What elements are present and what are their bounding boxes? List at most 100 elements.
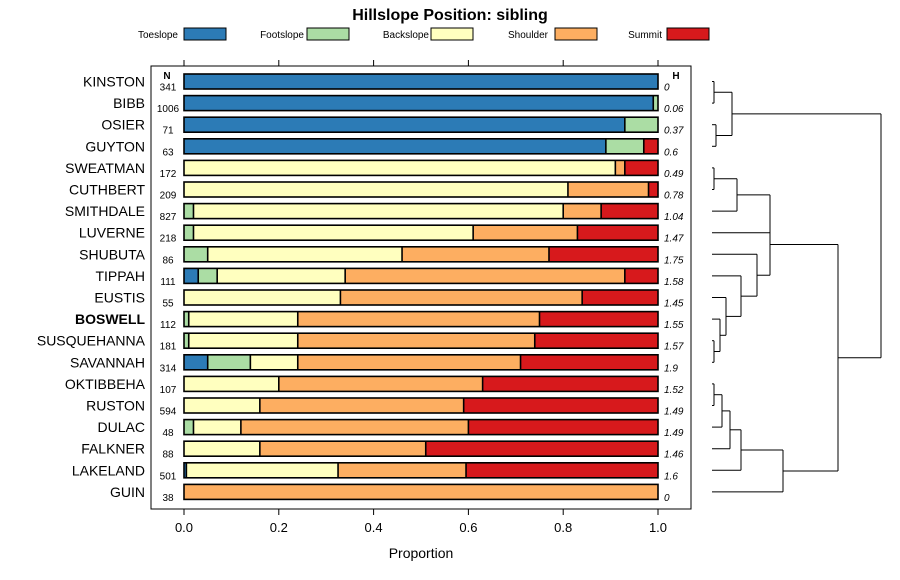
bar-segment-shoulder — [240, 419, 469, 435]
bar-segment-shoulder — [615, 160, 625, 176]
row-h-entropy: 1.49 — [664, 407, 684, 418]
bar-segment-backslope — [217, 268, 346, 284]
bar-segment-toeslope — [184, 268, 199, 284]
bar-outline — [183, 224, 659, 241]
row-osier: OSIER 71 0.37 — [101, 116, 684, 137]
row-label: SUSQUEHANNA — [37, 333, 146, 349]
row-label: SWEATMAN — [65, 160, 145, 176]
row-h-entropy: 1.52 — [664, 385, 684, 396]
legend-label-backslope: Backslope — [383, 30, 430, 41]
bar-segment-shoulder — [563, 203, 602, 219]
row-n-count: 88 — [162, 450, 174, 461]
row-kinston: KINSTON 341 0 — [83, 73, 670, 94]
row-lakeland: LAKELAND 501 1.6 — [72, 461, 678, 482]
bar-segment-footslope — [207, 354, 251, 370]
x-tick-label: 0.2 — [270, 520, 288, 535]
bar-outline — [183, 73, 659, 90]
row-n-count: 314 — [160, 363, 177, 374]
bar-outline — [183, 116, 659, 133]
row-boswell: BOSWELL 112 1.55 — [75, 310, 684, 331]
bar-segment-footslope — [184, 246, 208, 262]
bar-outline — [183, 418, 659, 436]
bar-segment-shoulder — [184, 484, 658, 500]
row-label: TIPPAH — [95, 268, 145, 284]
row-h-entropy: 0.06 — [664, 104, 684, 115]
row-guin: GUIN 38 0 — [110, 483, 670, 504]
row-label: BOSWELL — [75, 311, 145, 327]
bar-segment-summit — [482, 376, 658, 392]
row-n-count: 86 — [162, 255, 174, 266]
n-column-header: N — [163, 71, 170, 82]
plot-frame — [150, 65, 692, 510]
row-label: OSIER — [101, 117, 145, 133]
row-n-count: 341 — [160, 83, 177, 94]
row-n-count: 63 — [162, 147, 174, 158]
row-label: LAKELAND — [72, 462, 145, 478]
bar-segment-summit — [520, 354, 658, 370]
row-n-count: 1006 — [157, 104, 180, 115]
bar-segment-toeslope — [184, 117, 625, 133]
row-n-count: 501 — [160, 471, 177, 482]
bar-segment-shoulder — [340, 290, 583, 305]
row-h-entropy: 1.04 — [664, 212, 684, 223]
row-h-entropy: 0.6 — [664, 147, 678, 158]
bar-outline — [183, 159, 659, 177]
row-h-entropy: 1.47 — [664, 234, 684, 245]
bar-segment-backslope — [193, 225, 474, 241]
bar-segment-footslope — [184, 419, 194, 435]
x-axis-title: Proportion — [389, 545, 454, 561]
row-ruston: RUSTON 594 1.49 — [86, 397, 684, 418]
row-n-count: 172 — [160, 169, 177, 180]
bar-segment-backslope — [186, 462, 339, 478]
row-n-count: 111 — [160, 277, 176, 288]
bar-segment-summit — [539, 311, 658, 327]
row-label: SMITHDALE — [65, 203, 145, 219]
row-label: SAVANNAH — [70, 354, 145, 370]
bar-outline — [183, 202, 659, 220]
row-n-count: 594 — [160, 407, 177, 418]
bar-segment-toeslope — [184, 95, 654, 111]
row-shubuta: SHUBUTA 86 1.75 — [79, 246, 684, 266]
bar-segment-shoulder — [402, 246, 549, 262]
row-label: DULAC — [98, 419, 145, 435]
row-label: GUIN — [110, 484, 145, 500]
row-h-entropy: 0 — [664, 83, 670, 94]
row-label: KINSTON — [83, 74, 145, 90]
row-label: BIBB — [113, 95, 145, 111]
row-n-count: 181 — [160, 342, 177, 353]
bar-outline — [183, 181, 659, 198]
legend-label-shoulder: Shoulder — [508, 30, 549, 41]
bar-segment-shoulder — [278, 376, 483, 392]
row-smithdale: SMITHDALE 827 1.04 — [65, 202, 684, 223]
row-label: GUYTON — [85, 138, 145, 154]
bar-outline — [183, 138, 659, 155]
row-label: CUTHBERT — [69, 182, 145, 198]
bar-segment-shoulder — [297, 311, 540, 327]
bar-segment-backslope — [184, 160, 616, 176]
bar-segment-footslope — [624, 117, 658, 133]
bar-segment-backslope — [207, 246, 403, 262]
row-h-entropy: 1.55 — [664, 320, 684, 331]
row-n-count: 827 — [160, 212, 177, 223]
row-label: RUSTON — [86, 398, 145, 414]
bar-segment-summit — [468, 419, 658, 435]
bar-outline — [183, 310, 659, 328]
bar-segment-summit — [601, 203, 658, 219]
row-n-count: 38 — [162, 493, 174, 504]
chart-title: Hillslope Position: sibling — [352, 7, 548, 24]
legend-swatch-summit — [666, 27, 710, 41]
row-sweatman: SWEATMAN 172 0.49 — [65, 159, 684, 180]
bar-segment-footslope — [198, 268, 218, 284]
row-h-entropy: 0 — [664, 493, 670, 504]
row-cuthbert: CUTHBERT 209 0.78 — [69, 181, 684, 202]
bar-segment-backslope — [193, 203, 564, 219]
legend-label-toeslope: Toeslope — [138, 30, 178, 41]
bar-outline — [183, 94, 659, 112]
bar-segment-toeslope — [184, 354, 208, 370]
row-n-count: 48 — [162, 428, 174, 439]
bar-segment-shoulder — [345, 268, 625, 284]
legend-label-summit: Summit — [628, 30, 662, 41]
bar-segment-backslope — [184, 182, 568, 197]
row-h-entropy: 1.45 — [664, 299, 684, 310]
